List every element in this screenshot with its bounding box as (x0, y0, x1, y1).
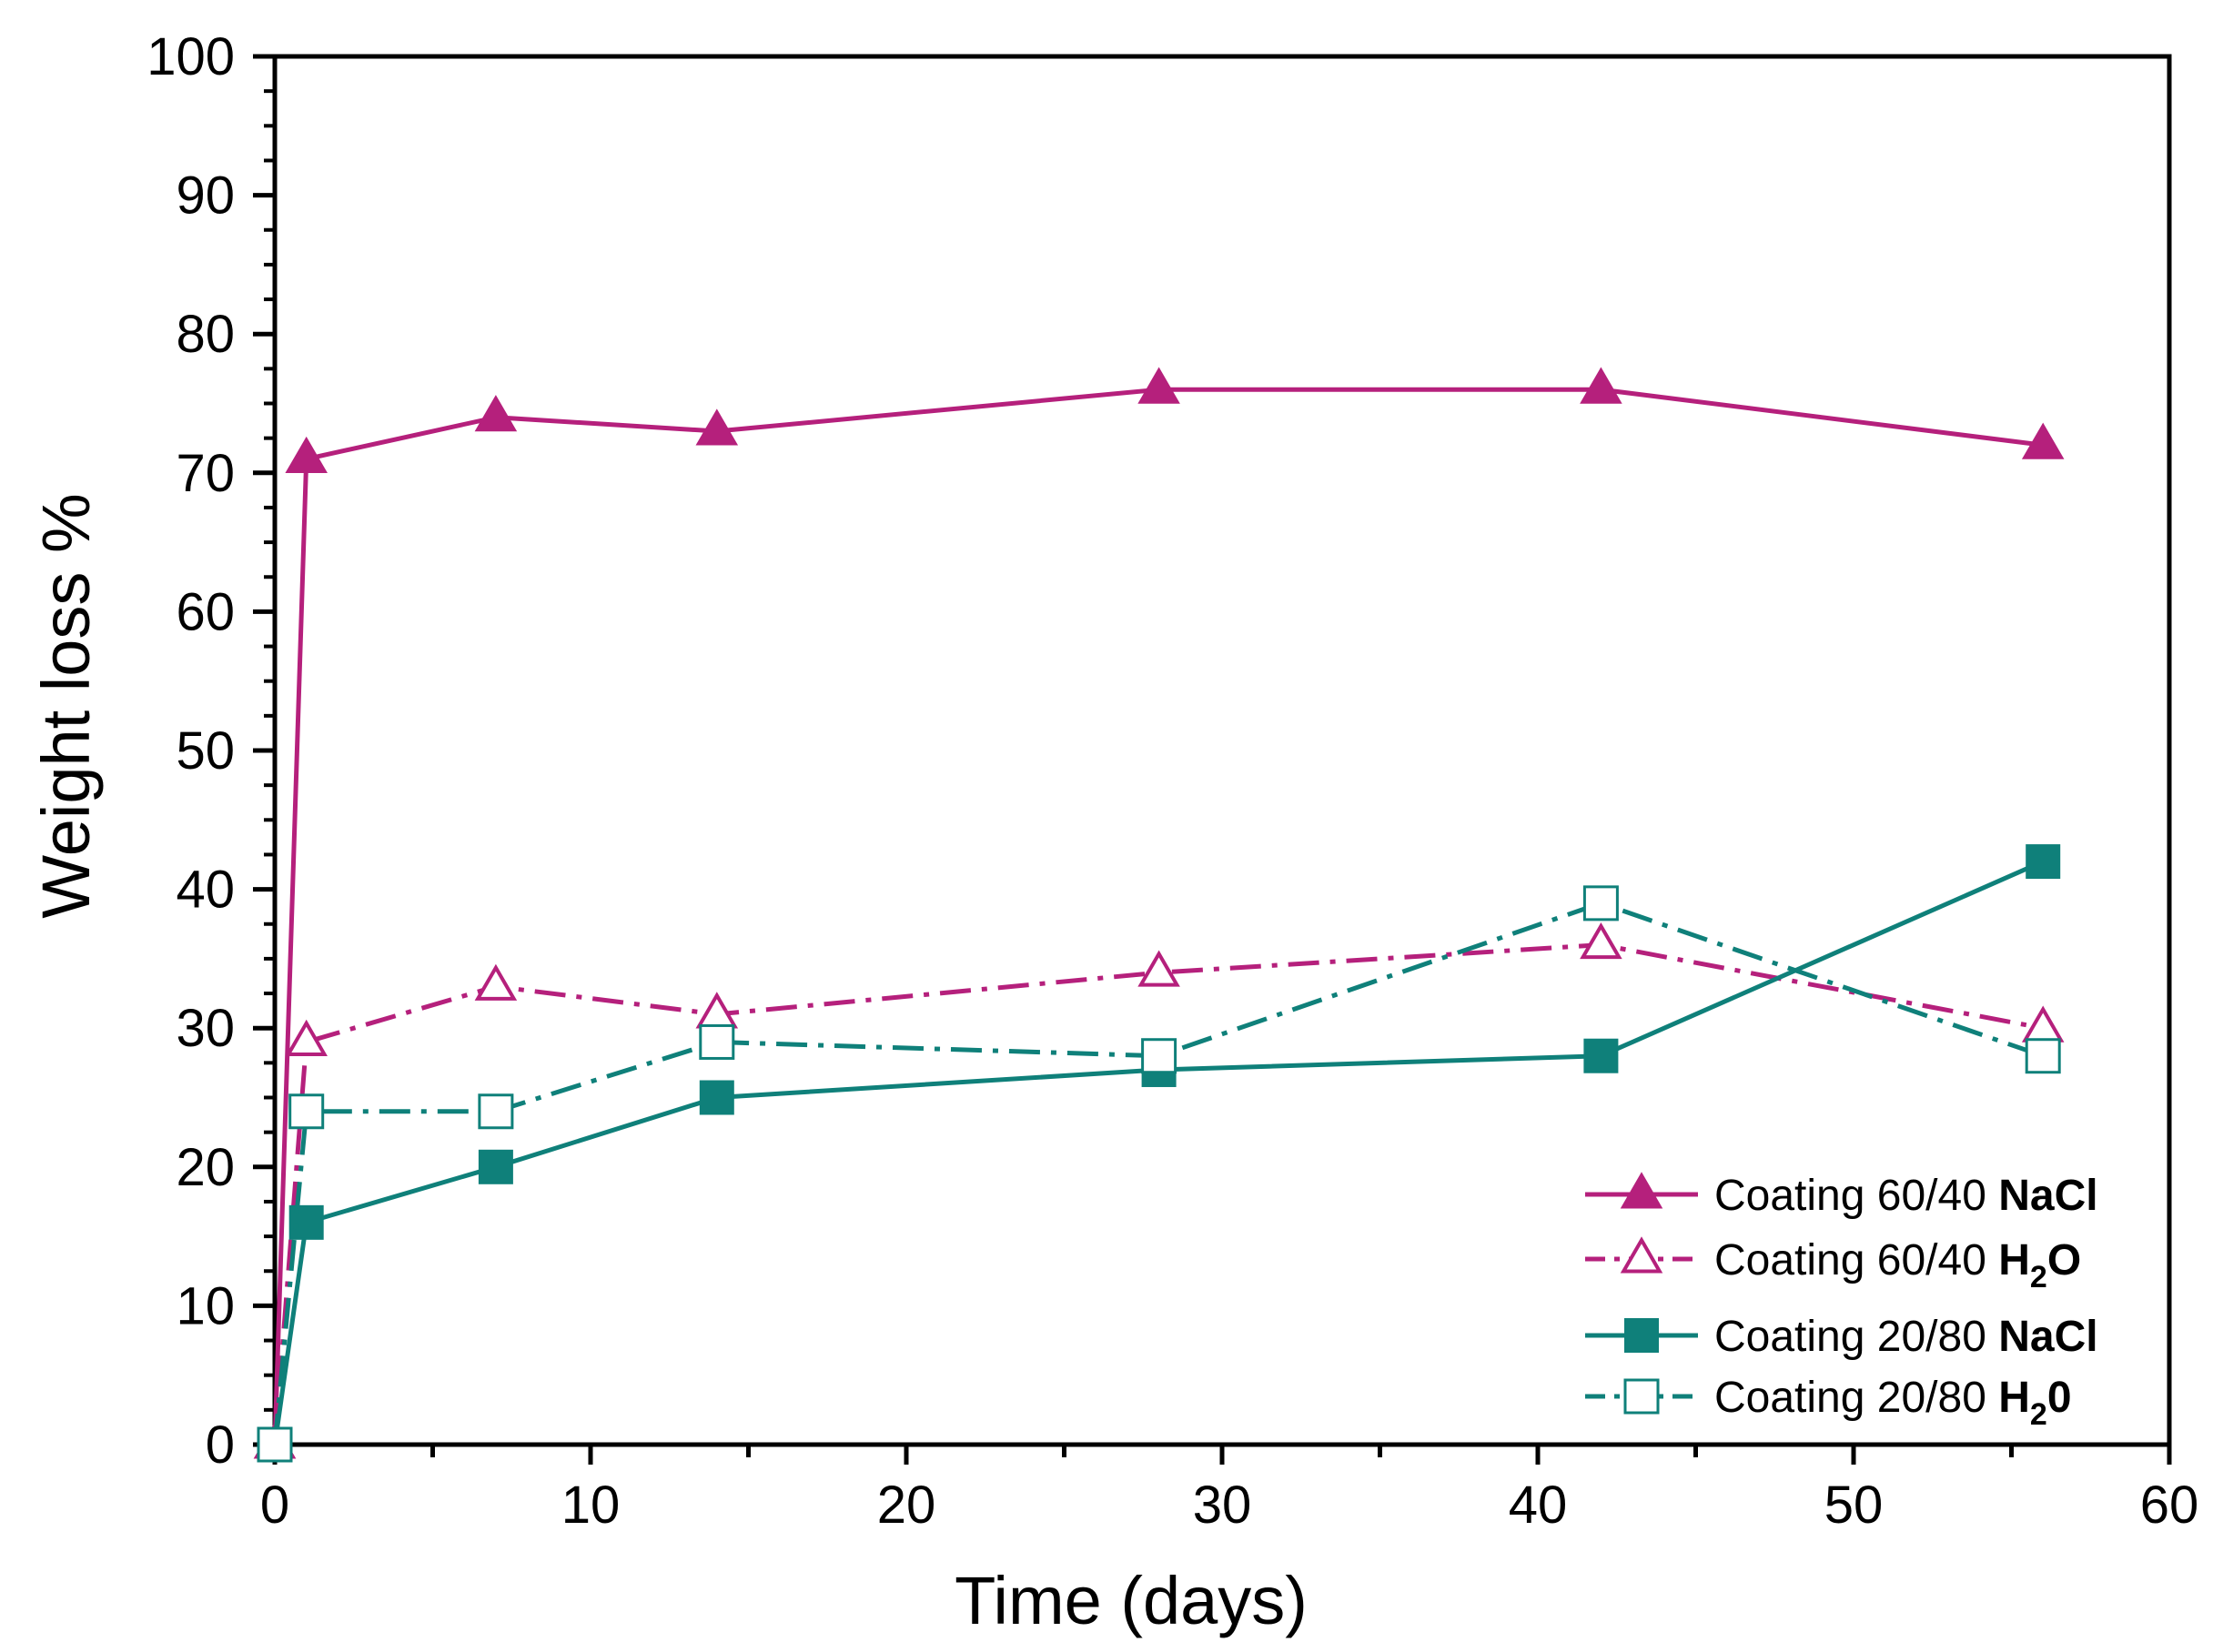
data-point (288, 1204, 324, 1240)
data-point (1580, 922, 1622, 960)
legend-label-bold: H (1998, 1374, 2030, 1422)
data-point (478, 1149, 513, 1184)
legend-label-bold: NaCl (1998, 1172, 2097, 1220)
data-point (1137, 367, 1180, 404)
y-tick-label: 50 (176, 721, 235, 781)
x-tick-label: 40 (1509, 1476, 1568, 1535)
series-4 (257, 885, 2061, 1463)
legend-label: Coating 20/80 H20 (1714, 1374, 2072, 1432)
y-axis-title: Weight loss % (28, 493, 104, 919)
legend-item: Coating 60/40 H2O (1585, 1236, 2081, 1294)
legend-label: Coating 20/80 NaCl (1714, 1313, 2098, 1361)
plot-area (272, 54, 2172, 1447)
x-tick-label: 50 (1824, 1476, 1884, 1535)
data-point (285, 436, 328, 474)
y-tick-label: 10 (176, 1276, 235, 1335)
legend-label-main: Coating 20/80 (1714, 1313, 1998, 1361)
x-tick-label: 20 (877, 1476, 936, 1535)
legend-label-main: Coating 60/40 (1714, 1236, 1998, 1284)
x-tick-label: 30 (1193, 1476, 1252, 1535)
legend-label-subscript: 2 (2030, 1260, 2047, 1294)
series-2 (253, 922, 2065, 1459)
y-tick-label: 30 (176, 999, 235, 1058)
data-point (2026, 844, 2061, 880)
data-point (1583, 1038, 1619, 1073)
data-point (695, 408, 739, 446)
x-tick-label: 60 (2140, 1476, 2199, 1535)
legend-label: Coating 60/40 H2O (1714, 1236, 2081, 1294)
legend-label: Coating 60/40 NaCl (1714, 1172, 2098, 1220)
legend-marker (1623, 1378, 1660, 1415)
data-point (288, 1093, 325, 1130)
x-tick-label: 0 (260, 1476, 289, 1535)
data-point (1582, 885, 1619, 922)
legend-label-main: Coating 20/80 (1714, 1374, 1998, 1422)
data-point (474, 963, 518, 1001)
legend-label-tail: O (2047, 1236, 2081, 1284)
x-tick-label: 10 (561, 1476, 621, 1535)
data-point (699, 1080, 734, 1115)
y-tick-label: 60 (176, 582, 235, 641)
data-point (2025, 1038, 2061, 1074)
x-axis-title: Time (days) (955, 1563, 1308, 1638)
legend-label-main: Coating 60/40 (1714, 1172, 1998, 1220)
y-tick-label: 0 (206, 1415, 235, 1475)
data-point (1580, 367, 1622, 404)
series-layer (253, 367, 2065, 1463)
data-point (2021, 422, 2065, 459)
legend-label-subscript: 2 (2030, 1397, 2047, 1432)
legend-item: Coating 60/40 NaCl (1585, 1172, 2098, 1220)
legend-item: Coating 20/80 NaCl (1585, 1313, 2098, 1361)
legend-marker (1620, 1172, 1663, 1209)
legend-label-bold: H (1998, 1236, 2030, 1284)
legend-label-tail: 0 (2047, 1374, 2072, 1422)
data-point (699, 1023, 735, 1060)
data-point (478, 1093, 514, 1130)
data-point (1141, 1038, 1177, 1074)
legend-label-bold: NaCl (1998, 1313, 2097, 1361)
data-point (257, 1426, 293, 1463)
series-1 (253, 367, 2065, 1459)
y-tick-label: 90 (176, 166, 235, 226)
y-tick-label: 100 (147, 27, 235, 86)
y-tick-label: 20 (176, 1138, 235, 1197)
y-tick-label: 40 (176, 861, 235, 920)
legend-marker (1620, 1236, 1663, 1274)
data-point (474, 395, 518, 432)
y-tick-label: 70 (176, 444, 235, 503)
data-point (1137, 950, 1180, 987)
legend-item: Coating 20/80 H20 (1585, 1374, 2072, 1432)
data-point (285, 1019, 328, 1056)
y-tick-label: 80 (176, 305, 235, 364)
legend-marker (1624, 1318, 1659, 1353)
